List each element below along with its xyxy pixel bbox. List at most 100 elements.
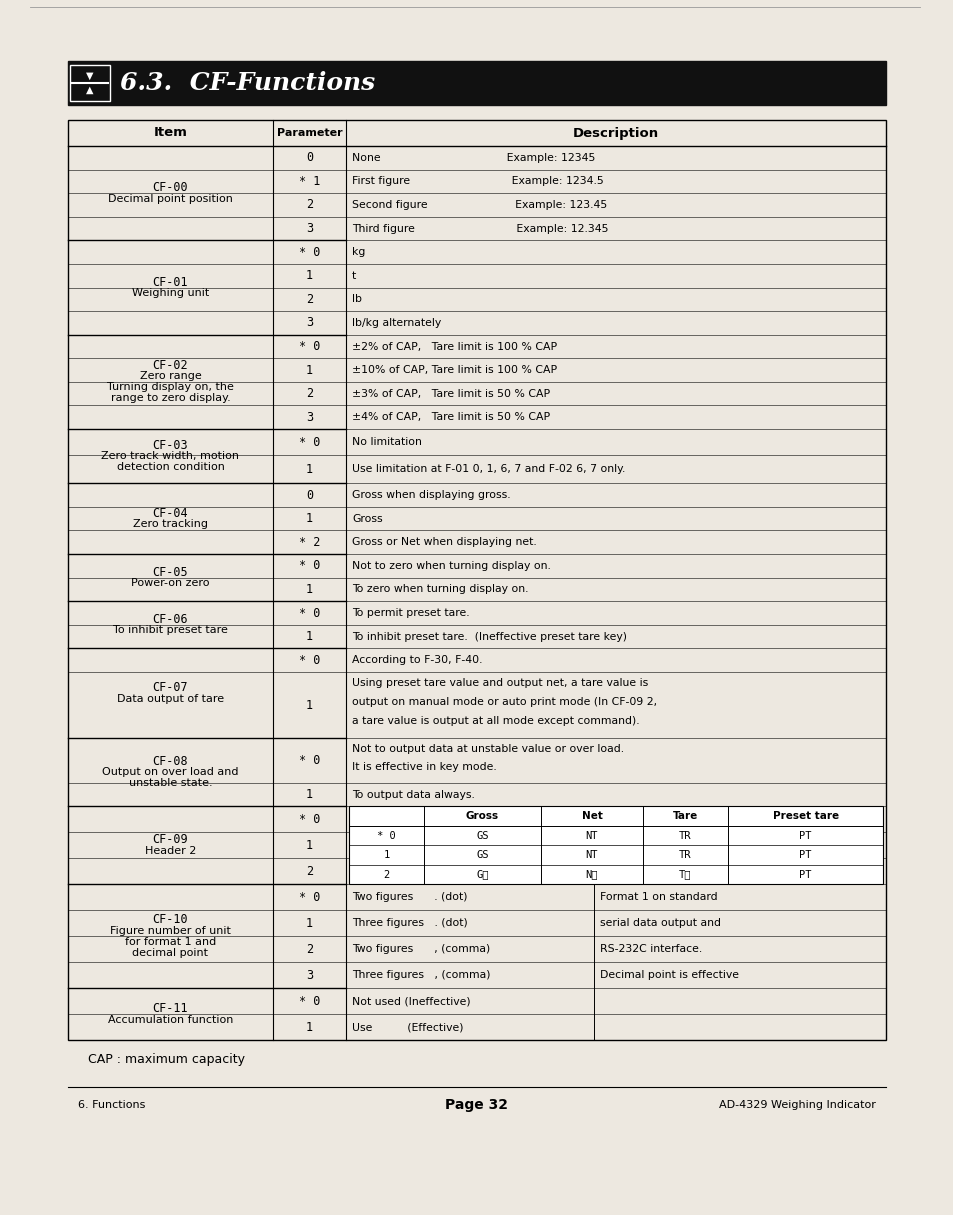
Text: Using preset tare value and output net, a tare value is: Using preset tare value and output net, … [352,678,648,689]
Text: Decimal point is effective: Decimal point is effective [599,970,739,981]
Text: Two figures      . (dot): Two figures . (dot) [352,892,467,903]
Text: Parameter: Parameter [276,128,342,139]
Text: * 0: * 0 [298,245,320,259]
Text: Third figure                             Example: 12.345: Third figure Example: 12.345 [352,224,608,233]
Text: CF-07: CF-07 [152,682,188,694]
Text: It is effective in key mode.: It is effective in key mode. [352,762,497,772]
Text: ±3% of CAP,   Tare limit is 50 % CAP: ±3% of CAP, Tare limit is 50 % CAP [352,389,550,399]
Text: a tare value is output at all mode except command).: a tare value is output at all mode excep… [352,716,639,727]
Text: 3: 3 [306,411,313,424]
Text: decimal point: decimal point [132,948,209,957]
Text: To inhibit preset tare: To inhibit preset tare [113,626,228,635]
Text: 6.3.  CF-Functions: 6.3. CF-Functions [120,70,375,95]
Text: * 0: * 0 [298,654,320,667]
Text: Not used (Ineffective): Not used (Ineffective) [352,996,470,1006]
Text: CF-08: CF-08 [152,755,188,768]
Text: Weighing unit: Weighing unit [132,288,209,298]
Text: Zero range: Zero range [139,372,201,382]
Text: 1: 1 [306,838,313,852]
Text: RS-232C interface.: RS-232C interface. [599,944,702,954]
Text: 1: 1 [306,463,313,475]
Text: Turning display on, the: Turning display on, the [107,383,233,392]
Text: Gross: Gross [352,514,382,524]
Bar [68,120,885,1040]
Text: 1: 1 [306,1021,313,1034]
Text: 1: 1 [306,631,313,643]
Text: Tare: Tare [672,812,698,821]
Text: According to F-30, F-40.: According to F-30, F-40. [352,655,482,666]
Text: Second figure                         Example: 123.45: Second figure Example: 123.45 [352,200,607,210]
Text: * 0: * 0 [298,435,320,448]
Text: CF-00: CF-00 [152,181,188,194]
Text: * 0: * 0 [298,340,320,354]
Text: * 0: * 0 [298,995,320,1007]
Text: output on manual mode or auto print mode (In CF-09 2,: output on manual mode or auto print mode… [352,697,657,707]
Text: CF-03: CF-03 [152,439,188,452]
Text: To output data always.: To output data always. [352,790,475,799]
Text: * 0: * 0 [376,831,395,841]
Text: 0: 0 [306,488,313,502]
Text: ±2% of CAP,   Tare limit is 100 % CAP: ±2% of CAP, Tare limit is 100 % CAP [352,341,557,351]
Text: Power-on zero: Power-on zero [132,578,210,588]
Text: First figure                             Example: 1234.5: First figure Example: 1234.5 [352,176,603,186]
Text: TR: TR [679,850,691,860]
Text: Format 1 on standard: Format 1 on standard [599,892,718,903]
Text: ±4% of CAP,   Tare limit is 50 % CAP: ±4% of CAP, Tare limit is 50 % CAP [352,412,550,423]
Text: CAP : maximum capacity: CAP : maximum capacity [88,1053,245,1067]
Text: NT: NT [585,831,598,841]
Text: PT: PT [799,850,811,860]
Text: 1: 1 [306,917,313,929]
Text: * 0: * 0 [298,606,320,620]
Text: * 0: * 0 [298,813,320,826]
Text: GS: GS [476,850,488,860]
Text: TR: TR [679,831,691,841]
Text: To inhibit preset tare.  (Ineffective preset tare key): To inhibit preset tare. (Ineffective pre… [352,632,626,642]
Text: CF-09: CF-09 [152,833,188,847]
Text: To permit preset tare.: To permit preset tare. [352,608,469,618]
Text: kg: kg [352,247,365,258]
Text: Not to output data at unstable value or over load.: Not to output data at unstable value or … [352,744,623,753]
Text: detection condition: detection condition [116,462,224,473]
Text: CF-11: CF-11 [152,1002,188,1015]
Text: PT: PT [799,831,811,841]
Text: ±10% of CAP, Tare limit is 100 % CAP: ±10% of CAP, Tare limit is 100 % CAP [352,364,557,375]
Text: ▼: ▼ [86,70,93,81]
Text: lb: lb [352,294,361,304]
Text: 1: 1 [306,699,313,712]
Text: 6. Functions: 6. Functions [78,1100,145,1111]
Text: 2: 2 [306,198,313,211]
Text: 2: 2 [306,865,313,878]
Text: CF-10: CF-10 [152,914,188,926]
Text: Gross: Gross [465,812,498,821]
Text: * 1: * 1 [298,175,320,188]
Text: Output on over load and: Output on over load and [102,767,238,778]
Text: T⸾: T⸾ [679,870,691,880]
Text: * 0: * 0 [298,559,320,572]
Text: N⸾: N⸾ [585,870,598,880]
Text: range to zero display.: range to zero display. [111,394,230,403]
Bar [349,807,882,885]
Text: Description: Description [573,126,659,140]
Text: Preset tare: Preset tare [772,812,838,821]
Bar [70,64,110,101]
Text: CF-02: CF-02 [152,358,188,372]
Text: CF-06: CF-06 [152,612,188,626]
Text: Accumulation function: Accumulation function [108,1015,233,1024]
Text: 1: 1 [306,270,313,282]
Text: lb/kg alternately: lb/kg alternately [352,318,441,328]
Text: t: t [352,271,355,281]
Text: Figure number of unit: Figure number of unit [110,926,231,936]
Text: Item: Item [153,126,187,140]
Bar [68,61,885,104]
Text: 2: 2 [306,293,313,306]
Text: 1: 1 [306,583,313,597]
Text: Gross when displaying gross.: Gross when displaying gross. [352,490,510,501]
Text: Net: Net [581,812,601,821]
Text: 2: 2 [306,388,313,400]
Text: ▲: ▲ [86,85,93,95]
Text: None                                    Example: 12345: None Example: 12345 [352,153,595,163]
Text: 3: 3 [306,222,313,234]
Text: Decimal point position: Decimal point position [108,193,233,204]
Text: 3: 3 [306,968,313,982]
Text: CF-01: CF-01 [152,276,188,288]
